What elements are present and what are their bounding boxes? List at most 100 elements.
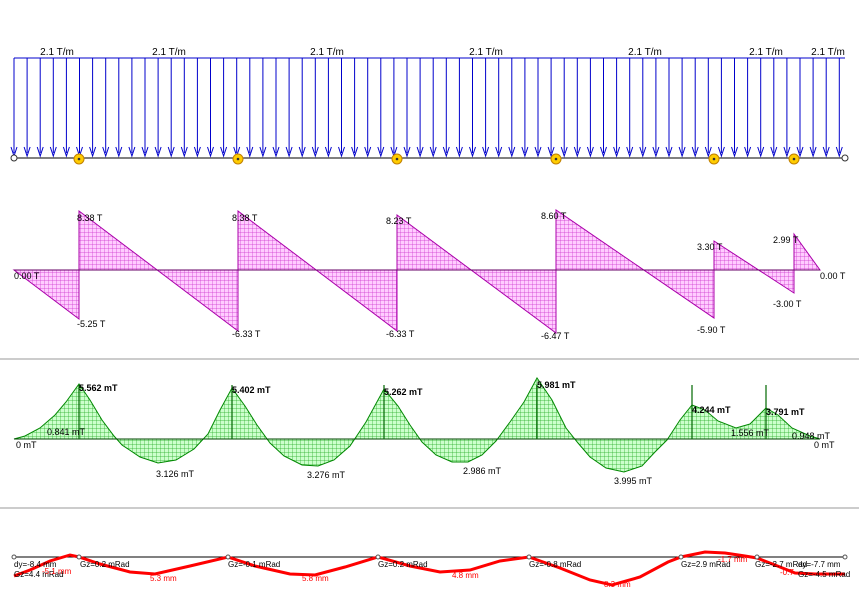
shear-label: -5.90 T: [697, 325, 726, 335]
moment-label: 3.276 mT: [307, 470, 346, 480]
deflection-curve: [13, 550, 845, 587]
load-arrowhead: [62, 146, 70, 158]
deflection-node: [11, 554, 17, 560]
load-arrowhead: [586, 146, 594, 158]
shear-label: 8.38 T: [77, 213, 103, 223]
load-arrowhead: [429, 146, 437, 158]
deflection-node: [678, 554, 684, 560]
beam-end-right: [841, 154, 849, 162]
support-pin: [554, 157, 558, 161]
deflection-support-points: [11, 554, 848, 560]
deflection-node: [754, 554, 760, 560]
distributed-load-diagram: 2.1 T/m 2.1 T/m 2.1 T/m 2.1 T/m 2.1 T/m …: [10, 47, 849, 165]
moment-label: 5.981 mT: [537, 380, 576, 390]
support-pin: [77, 157, 81, 161]
moment-label: 0 mT: [16, 440, 37, 450]
moment-label: 0.948 mT: [792, 431, 831, 441]
moment-label: 4.244 mT: [692, 405, 731, 415]
bending-moment-diagram: 0 mT 0.841 mT 5.562 mT 3.126 mT 5.402 mT…: [13, 377, 835, 486]
support-pin: [236, 157, 240, 161]
load-arrowhead: [600, 146, 607, 158]
deflection-label: Gz=-2.7 mRad: [755, 560, 807, 569]
shear-label: 8.23 T: [386, 216, 412, 226]
load-arrowhead: [128, 146, 136, 158]
deflection-label: dy=-8.4 mm: [14, 560, 57, 569]
deflection-label: -0.7: [780, 568, 794, 577]
shear-label: -3.00 T: [773, 299, 802, 309]
load-arrowhead: [154, 146, 162, 158]
load-arrowhead: [364, 146, 372, 158]
load-arrowhead: [482, 146, 490, 158]
shear-label: -6.33 T: [386, 329, 415, 339]
moment-area: [13, 377, 821, 473]
deflection-label: 8.3 mm: [604, 580, 631, 589]
moment-label: 3.995 mT: [614, 476, 653, 486]
load-arrowhead: [351, 146, 359, 158]
load-arrowhead: [311, 146, 319, 158]
load-arrowhead: [455, 146, 463, 158]
load-arrowhead: [89, 146, 97, 158]
load-arrowhead: [36, 146, 44, 158]
load-arrowhead: [521, 146, 529, 158]
deflection-node: [76, 554, 82, 560]
supports: [73, 153, 800, 165]
deflection-label: Gz=-4.5 mRad: [798, 570, 850, 579]
moment-label: 2.986 mT: [463, 466, 502, 476]
deflection-label: 5.3 mm: [150, 574, 177, 583]
load-arrowhead: [547, 146, 555, 158]
support-pin: [395, 157, 399, 161]
load-arrowhead: [731, 146, 738, 158]
moment-label: 1.556 mT: [731, 428, 770, 438]
load-arrowhead: [783, 146, 791, 158]
shear-label: 3.30 T: [697, 242, 723, 252]
load-arrowhead: [141, 146, 149, 158]
load-arrowhead: [416, 146, 424, 158]
support-pin: [712, 157, 716, 161]
load-arrowhead: [193, 146, 201, 158]
load-label: 2.1 T/m: [749, 47, 783, 58]
load-arrowhead: [809, 146, 817, 158]
load-arrowhead: [23, 146, 31, 158]
deflection-label: Gz=0.2 mRad: [378, 560, 428, 569]
load-arrowhead: [678, 146, 686, 158]
load-label: 2.1 T/m: [310, 47, 344, 58]
load-arrowhead: [560, 146, 568, 158]
load-arrowhead: [495, 146, 503, 158]
moment-label: 5.562 mT: [79, 383, 118, 393]
load-arrowhead: [285, 146, 293, 158]
shear-label: -5.25 T: [77, 319, 106, 329]
support-pin: [792, 157, 796, 161]
load-arrowhead: [573, 146, 581, 158]
load-arrowhead: [626, 146, 634, 158]
beam-end-left: [10, 154, 18, 162]
moment-label: 0 mT: [814, 440, 835, 450]
deflection-label: 4.8 mm: [452, 571, 479, 580]
load-arrowhead: [115, 146, 123, 158]
load-arrowhead: [508, 146, 516, 158]
load-arrowhead: [822, 146, 830, 158]
moment-support-lines: [78, 385, 767, 439]
load-arrowhead: [324, 146, 332, 158]
load-arrowhead: [102, 146, 110, 158]
load-arrowhead: [167, 146, 175, 158]
load-arrowhead: [717, 146, 725, 158]
load-arrowhead: [704, 146, 712, 158]
moment-label: 3.126 mT: [156, 469, 195, 479]
load-arrowhead: [534, 146, 542, 158]
load-arrowhead: [770, 146, 778, 158]
moment-label: 5.262 mT: [384, 387, 423, 397]
load-arrowhead: [691, 146, 699, 158]
deflection-label: Gz=0.2 mRad: [80, 560, 130, 569]
load-label: 2.1 T/m: [40, 47, 74, 58]
load-arrowhead: [652, 146, 660, 158]
load-arrowhead: [613, 146, 621, 158]
moment-label: 3.791 mT: [766, 407, 805, 417]
shear-label: -6.33 T: [232, 329, 261, 339]
shear-label: 2.99 T: [773, 235, 799, 245]
deflection-node: [225, 554, 231, 560]
shear-label: -6.47 T: [541, 331, 570, 341]
deflection-node: [375, 554, 381, 560]
load-arrowhead: [469, 146, 476, 158]
load-arrowhead: [639, 146, 647, 158]
